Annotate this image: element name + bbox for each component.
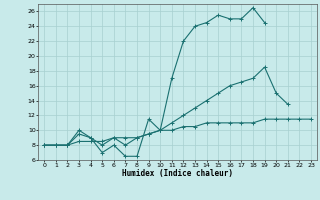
X-axis label: Humidex (Indice chaleur): Humidex (Indice chaleur) [122,169,233,178]
